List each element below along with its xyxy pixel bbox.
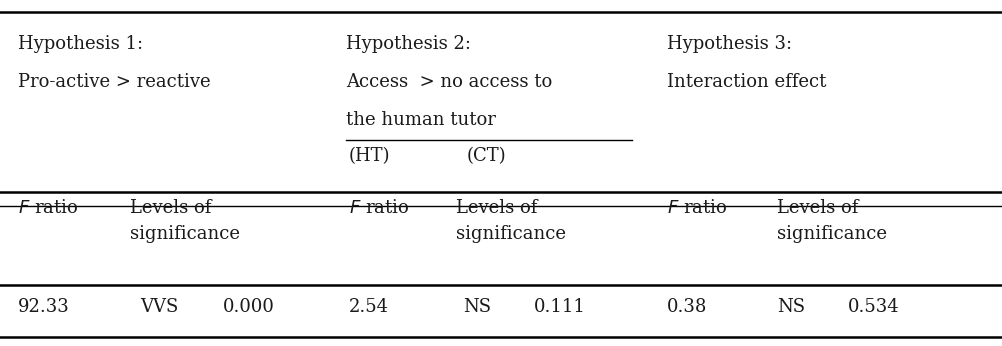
Text: VVS: VVS xyxy=(140,298,178,316)
Text: Levels of
significance: Levels of significance xyxy=(777,199,887,243)
Text: $F$ ratio: $F$ ratio xyxy=(18,199,78,217)
Text: 0.38: 0.38 xyxy=(666,298,706,316)
Text: 92.33: 92.33 xyxy=(18,298,70,316)
Text: Access  > no access to: Access > no access to xyxy=(346,73,552,91)
Text: 0.534: 0.534 xyxy=(847,298,898,316)
Text: 0.111: 0.111 xyxy=(533,298,585,316)
Text: Pro-active > reactive: Pro-active > reactive xyxy=(18,73,210,91)
Text: Interaction effect: Interaction effect xyxy=(666,73,826,91)
Text: $F$ ratio: $F$ ratio xyxy=(349,199,409,217)
Text: NS: NS xyxy=(463,298,491,316)
Text: the human tutor: the human tutor xyxy=(346,111,495,129)
Text: $F$ ratio: $F$ ratio xyxy=(666,199,726,217)
Text: (HT): (HT) xyxy=(349,147,390,165)
Text: Hypothesis 3:: Hypothesis 3: xyxy=(666,35,792,53)
Text: 0.000: 0.000 xyxy=(222,298,275,316)
Text: 2.54: 2.54 xyxy=(349,298,389,316)
Text: Levels of
significance: Levels of significance xyxy=(130,199,240,243)
Text: Hypothesis 2:: Hypothesis 2: xyxy=(346,35,471,53)
Text: NS: NS xyxy=(777,298,805,316)
Text: Hypothesis 1:: Hypothesis 1: xyxy=(18,35,143,53)
Text: Levels of
significance: Levels of significance xyxy=(456,199,566,243)
Text: (CT): (CT) xyxy=(466,147,506,165)
